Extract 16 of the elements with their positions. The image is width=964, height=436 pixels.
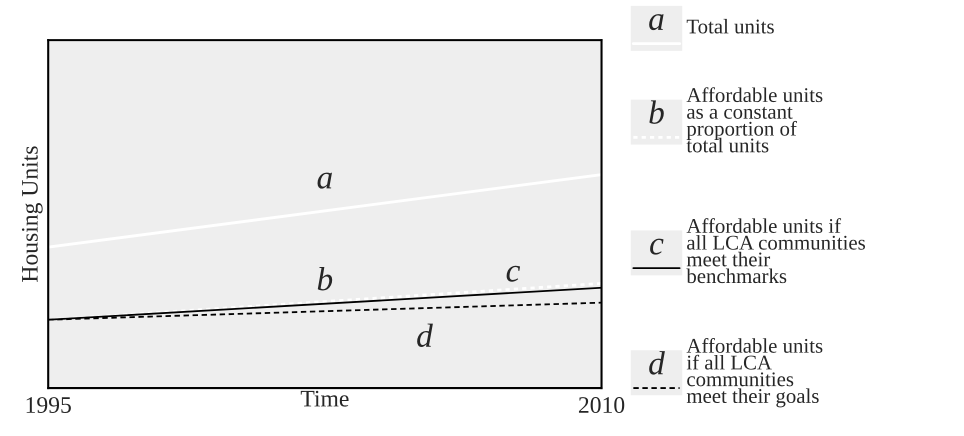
text: Total units bbox=[686, 18, 774, 34]
text: Affordable units as a constant proportion of total units bbox=[686, 87, 822, 152]
x-tick-label: 1995 bbox=[26, 397, 71, 413]
annotation: d bbox=[417, 324, 433, 348]
x-axis-title: Time bbox=[300, 390, 349, 407]
y-axis-title: Housing Units bbox=[22, 146, 43, 282]
annotation: c bbox=[506, 266, 520, 282]
text: b bbox=[649, 100, 664, 124]
text: d bbox=[649, 351, 665, 375]
x-tick-label: 2010 bbox=[578, 397, 624, 413]
text: Affordable units if all LCA communities meet their benchmarks bbox=[686, 218, 865, 284]
text: Affordable units if all LCA communities meet their goals bbox=[686, 338, 822, 408]
text: a bbox=[649, 14, 664, 30]
annotation: a bbox=[318, 172, 332, 189]
annotation: b bbox=[318, 267, 332, 290]
text: c bbox=[650, 238, 664, 255]
